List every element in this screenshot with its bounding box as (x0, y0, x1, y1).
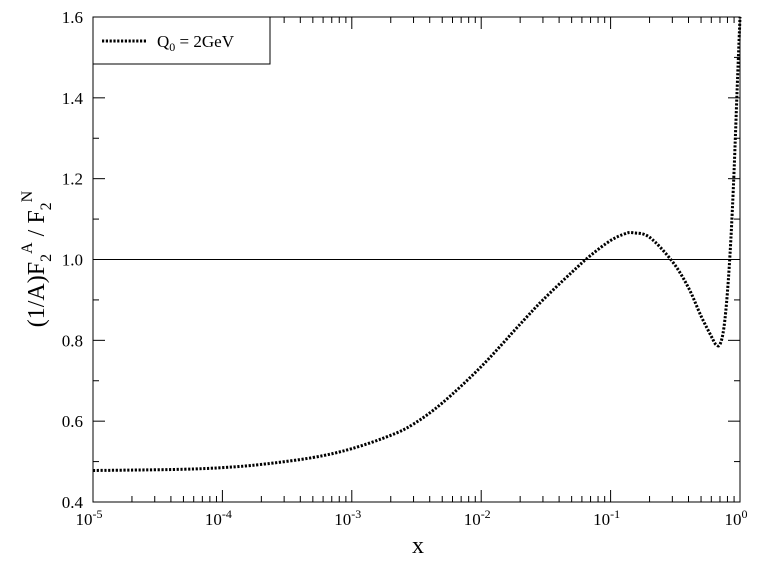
y-tick-label: 0.8 (62, 331, 83, 350)
legend: Q0 = 2GeV (92, 16, 271, 65)
svg-text:(1/A)F2A / F2N: (1/A)F2A / F2N (19, 190, 55, 327)
y-axis-title: (1/A)F2A / F2N (19, 190, 55, 327)
y-tick-label: 1.0 (62, 251, 83, 270)
y-tick-label: 1.2 (62, 170, 83, 189)
series-line-q0-2gev (92, 16, 742, 472)
x-tick-label: 10-2 (464, 507, 491, 529)
tick-labels: 10-5 10-4 10-3 10-2 10-1 100 0.4 0.6 0.8 1.0 1.2 1.… (62, 8, 748, 529)
legend-label: Q0 = 2GeV (157, 32, 235, 54)
y-tick-label: 1.6 (62, 8, 83, 27)
x-tick-label: 10-3 (334, 507, 361, 529)
y-tick-label: 0.6 (62, 412, 83, 431)
x-tick-label: 100 (725, 507, 748, 529)
x-axis-title: x (412, 533, 424, 559)
x-tick-label: 10-1 (593, 507, 620, 529)
y-tick-label: 0.4 (62, 493, 84, 512)
x-tick-label: 10-5 (76, 507, 103, 529)
x-tick-label: 10-4 (205, 507, 232, 529)
y-tick-label: 1.4 (62, 89, 84, 108)
